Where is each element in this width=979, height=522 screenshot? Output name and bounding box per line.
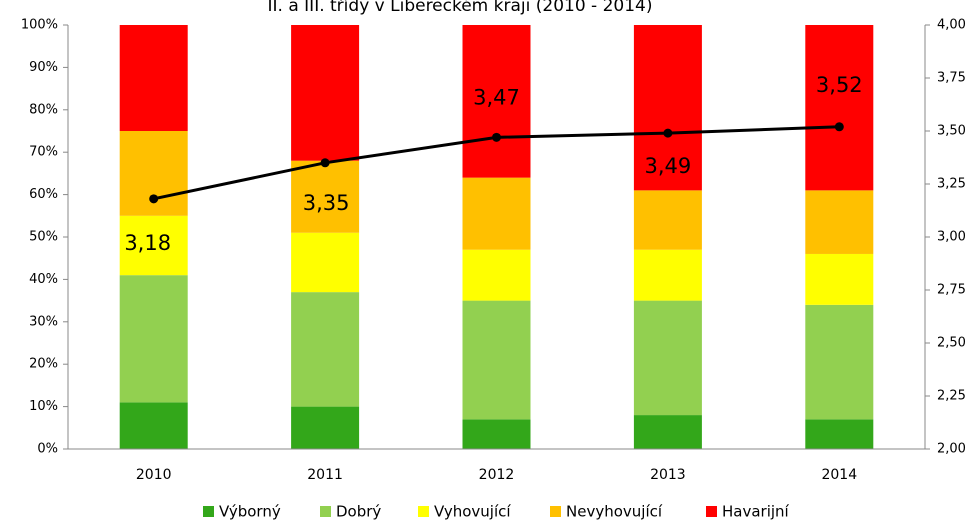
- bar-segment: [633, 25, 702, 191]
- bar-segment: [119, 25, 188, 131]
- bar-segment: [805, 419, 874, 449]
- y2-tick-label: 3,75: [937, 71, 966, 86]
- y2-tick-label: 3,00: [937, 230, 966, 245]
- data-label: 3,47: [473, 85, 520, 109]
- legend-swatch: [418, 506, 429, 517]
- x-tick-label: 2014: [821, 467, 857, 483]
- y-tick-label: 0%: [37, 442, 58, 457]
- y-tick-label: 60%: [29, 187, 58, 202]
- x-tick-label: 2010: [136, 467, 172, 483]
- data-label: 3,52: [816, 73, 863, 97]
- y-tick-label: 20%: [29, 357, 58, 372]
- y-tick-label: 50%: [29, 230, 58, 245]
- bar-segment: [462, 419, 531, 449]
- bar-segment: [462, 300, 531, 420]
- legend-label: Vyhovující: [434, 503, 511, 521]
- bar-segment: [291, 292, 360, 407]
- bar-segment: [633, 300, 702, 416]
- bar-segment: [119, 275, 188, 403]
- data-label: 3,49: [645, 154, 692, 178]
- bar-segment: [805, 253, 874, 305]
- y-tick-label: 80%: [29, 102, 58, 117]
- legend-label: Dobrý: [336, 503, 381, 521]
- legend-label: Nevyhovující: [566, 503, 663, 521]
- y2-tick-label: 2,75: [937, 283, 966, 298]
- x-tick-label: 2011: [307, 467, 343, 483]
- line-point: [492, 132, 501, 142]
- bar-segment: [119, 402, 188, 449]
- bar-segment: [462, 177, 531, 250]
- line-point: [320, 158, 330, 168]
- legend-swatch: [550, 506, 561, 517]
- data-label: 3,18: [124, 231, 171, 255]
- legend-swatch: [320, 506, 331, 517]
- bar-segment: [462, 25, 531, 178]
- y2-tick-label: 2,50: [937, 336, 966, 351]
- bar-segment: [291, 406, 360, 449]
- y2-tick-label: 2,25: [937, 389, 966, 404]
- y-tick-label: 30%: [29, 314, 58, 329]
- y2-tick-label: 2,00: [937, 442, 966, 457]
- line-point: [834, 122, 844, 132]
- bar-segment: [633, 190, 702, 250]
- bar-segment: [805, 190, 874, 254]
- bar-segment: [633, 415, 702, 449]
- bar-segment: [805, 304, 874, 420]
- legend-label: Havarijní: [722, 503, 790, 521]
- legend-swatch: [203, 506, 214, 517]
- y-tick-label: 10%: [29, 399, 58, 414]
- bar-segment: [805, 25, 874, 191]
- y-tick-label: 90%: [29, 60, 58, 75]
- y-tick-label: 100%: [21, 18, 58, 33]
- y2-tick-label: 4,00: [937, 18, 966, 33]
- bar-segment: [291, 232, 360, 293]
- x-tick-label: 2013: [650, 467, 686, 483]
- legend-swatch: [706, 506, 717, 517]
- line-point: [149, 194, 159, 204]
- bar-segment: [291, 25, 360, 161]
- y-tick-label: 40%: [29, 272, 58, 287]
- bar-segment: [462, 249, 531, 301]
- y2-tick-label: 3,50: [937, 124, 966, 139]
- y-tick-label: 70%: [29, 145, 58, 160]
- bar-segment: [119, 215, 188, 276]
- data-label: 3,35: [303, 191, 350, 215]
- x-tick-label: 2012: [479, 467, 515, 483]
- y2-tick-label: 3,25: [937, 177, 966, 192]
- bar-segment: [633, 249, 702, 301]
- chart-title: II. a III. třídy v Libereckém kraji (201…: [268, 0, 653, 16]
- line-point: [663, 128, 673, 138]
- legend-label: Výborný: [219, 503, 281, 521]
- bar-segment: [291, 160, 360, 233]
